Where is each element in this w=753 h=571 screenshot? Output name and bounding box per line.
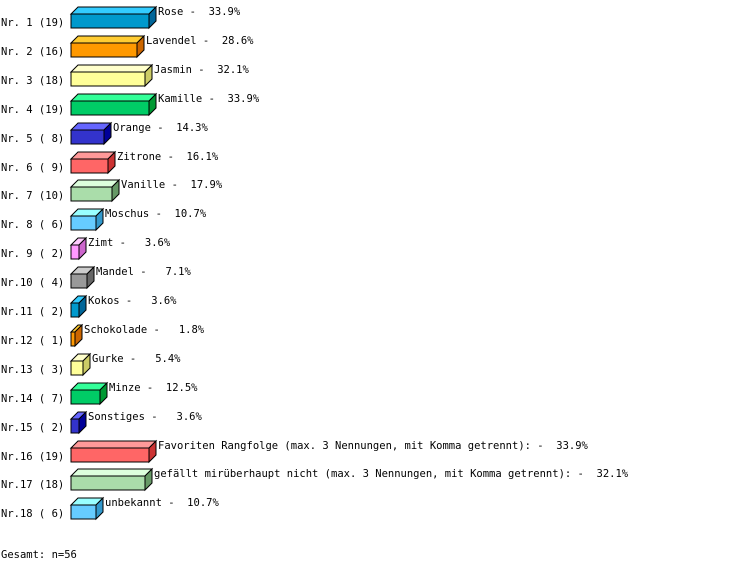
bar [70,418,80,434]
rank-label: Nr. 5 ( 8) [1,133,64,145]
bar-top-face [69,468,154,477]
bar-row: Nr. 3 (18) Jasmin - 32.1% [1,63,250,88]
bar [70,186,113,202]
rank-label: Nr. 4 (19) [1,104,64,116]
bar [70,331,76,347]
bar [70,302,80,318]
bar-label: Minze - 12.5% [109,382,198,394]
rank-label: Nr. 2 (16) [1,46,64,58]
bar [70,389,101,405]
bar-row: Nr.12 ( 1) Schokolade - 1.8% [1,323,205,348]
rank-label: Nr. 3 (18) [1,75,64,87]
bar [70,129,105,145]
bar-top-face [69,440,158,449]
bar-row: Nr. 7 (10) Vanille - 17.9% [1,178,223,203]
rank-label: Nr.14 ( 7) [1,393,64,405]
bar-label: Jasmin - 32.1% [154,64,250,76]
bar-label: Lavendel - 28.6% [146,35,254,47]
bar-row: Nr. 1 (19) Rose - 33.9% [1,5,241,30]
bar-label: Zimt - 3.6% [88,237,171,249]
rank-label: Nr.10 ( 4) [1,277,64,289]
bar-label: Zitrone - 16.1% [117,151,219,163]
bar-label: Schokolade - 1.8% [84,324,205,336]
rank-label: Nr.18 ( 6) [1,508,64,520]
rank-label: Nr.15 ( 2) [1,422,64,434]
bar-label: Kokos - 3.6% [88,295,177,307]
bar-row: Nr.14 ( 7) Minze - 12.5% [1,381,198,406]
bar-top-face [69,64,154,73]
rank-label: Nr. 1 (19) [1,17,64,29]
bar [70,71,146,87]
rank-label: Nr. 6 ( 9) [1,162,64,174]
bar-label: Kamille - 33.9% [158,93,260,105]
rank-label: Nr.13 ( 3) [1,364,64,376]
rank-label: Nr.12 ( 1) [1,335,64,347]
bar-row: Nr. 4 (19) Kamille - 33.9% [1,92,260,117]
bar-row: Nr.16 (19) Favoriten Rangfolge (max. 3 Ne… [1,439,589,464]
bar [70,360,84,376]
rank-label: Nr. 8 ( 6) [1,219,64,231]
bar [70,447,150,463]
bar-row: Nr. 9 ( 2) Zimt - 3.6% [1,236,171,261]
bar-row: Nr. 5 ( 8) Orange - 14.3% [1,121,209,146]
bar-label: Gurke - 5.4% [92,353,181,365]
bar-row: Nr.10 ( 4) Mandel - 7.1% [1,265,192,290]
bar-row: Nr.18 ( 6) unbekannt - 10.7% [1,496,219,521]
bar-label: Moschus - 10.7% [105,208,207,220]
bar-label: Sonstiges - 3.6% [88,411,202,423]
bar-top-face [69,35,146,44]
bar-label: Favoriten Rangfolge (max. 3 Nennungen, m… [158,440,589,452]
bar [70,42,138,58]
bar [70,100,150,116]
bar-label: Vanille - 17.9% [121,179,223,191]
bar [70,504,97,520]
total-label: Gesamt: n=56 [1,549,77,561]
bar-row: Nr. 8 ( 6) Moschus - 10.7% [1,207,207,232]
bar-label: gefällt mirüberhaupt nicht (max. 3 Nennu… [154,468,629,480]
bar [70,273,88,289]
bar-row: Nr. 6 ( 9) Zitrone - 16.1% [1,150,219,175]
bar-row: Nr.15 ( 2) Sonstiges - 3.6% [1,410,202,435]
bar-top-face [69,179,121,188]
bar-row: Nr.17 (18) gefällt mirüberhaupt nicht (ma… [1,467,629,492]
bar-row: Nr.13 ( 3) Gurke - 5.4% [1,352,181,377]
rank-label: Nr.11 ( 2) [1,306,64,318]
rank-label: Nr. 7 (10) [1,190,64,202]
bar-label: unbekannt - 10.7% [105,497,219,509]
bar-row: Nr. 2 (16) Lavendel - 28.6% [1,34,254,59]
bar-label: Mandel - 7.1% [96,266,192,278]
bar [70,13,150,29]
bar-label: Rose - 33.9% [158,6,241,18]
rank-label: Nr. 9 ( 2) [1,248,64,260]
bar [70,215,97,231]
bar [70,158,109,174]
bar-row: Nr.11 ( 2) Kokos - 3.6% [1,294,177,319]
rank-label: Nr.17 (18) [1,479,64,491]
bar-label: Orange - 14.3% [113,122,209,134]
bar-top-face [69,93,158,102]
bar [70,244,80,260]
bar [70,475,146,491]
rank-label: Nr.16 (19) [1,451,64,463]
bar-top-face [69,6,158,15]
